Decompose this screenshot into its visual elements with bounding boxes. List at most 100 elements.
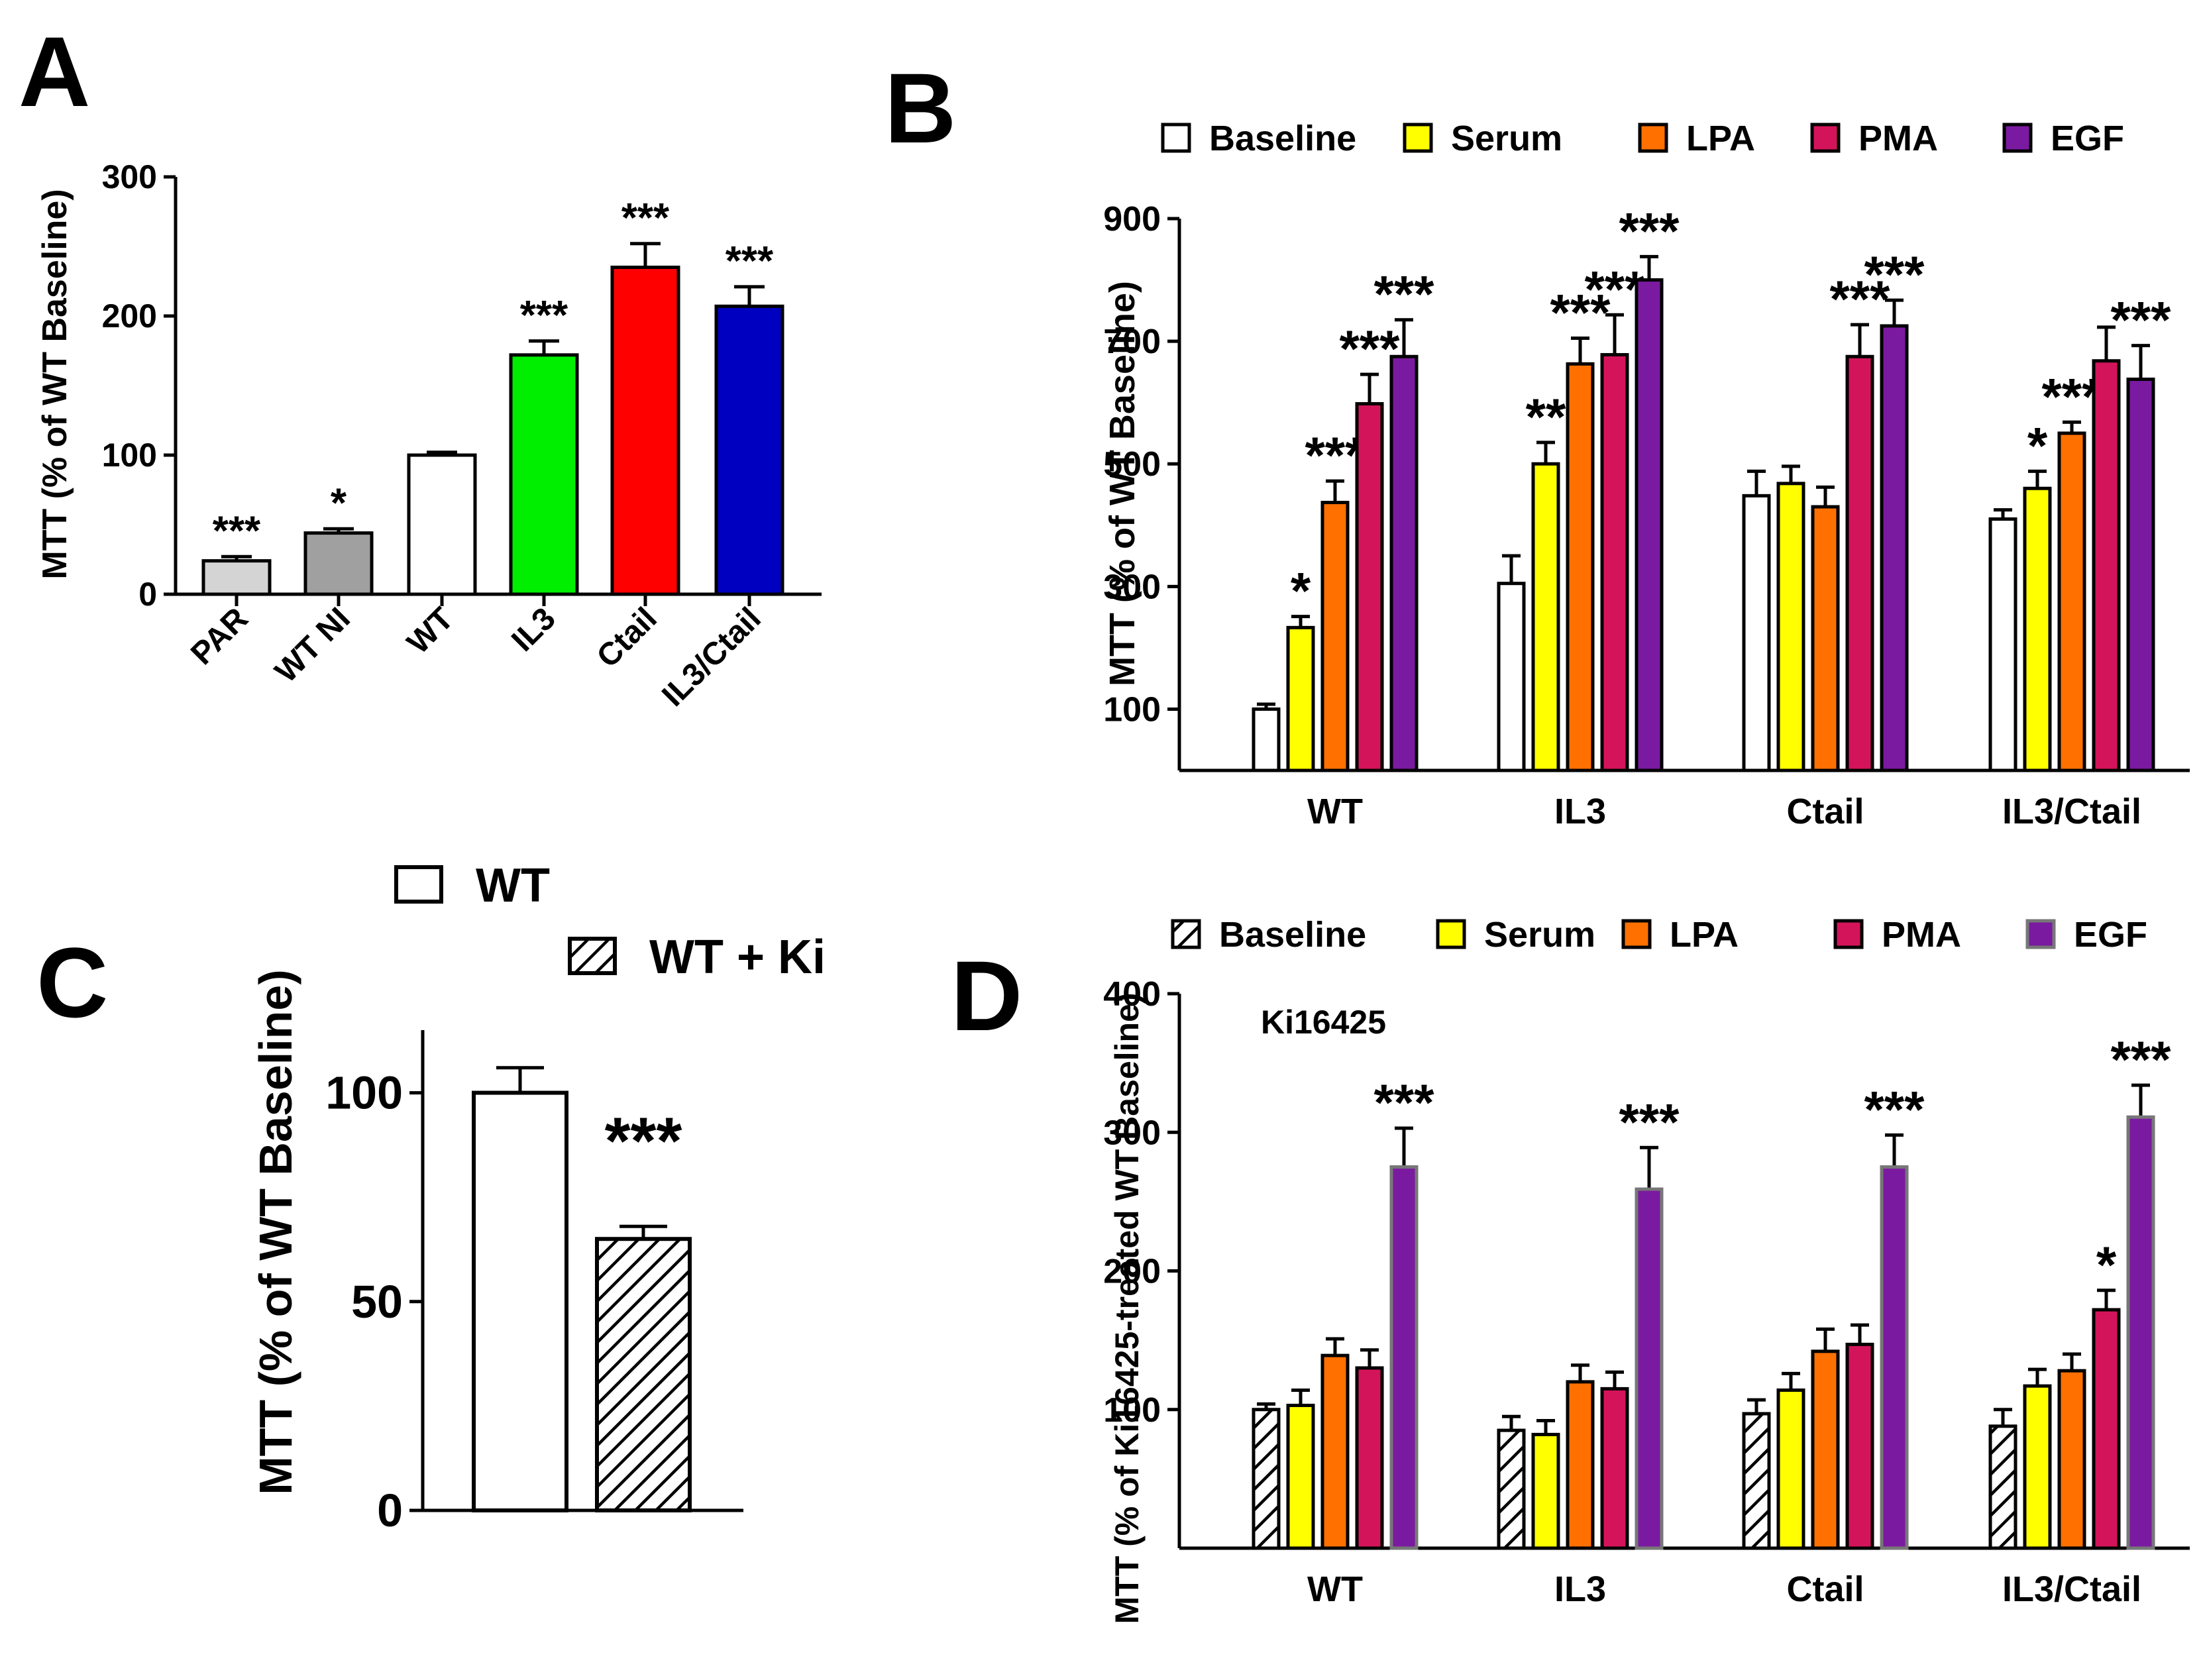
panel-d-bar bbox=[1389, 1165, 1419, 1550]
panel-d-bar bbox=[1355, 1366, 1384, 1550]
panel-b-bar bbox=[2126, 377, 2155, 772]
panel-c-legend-swatch bbox=[568, 937, 617, 975]
panel-a-significance: *** bbox=[213, 508, 261, 554]
panel-d-legend-swatch bbox=[1171, 919, 1201, 949]
panel-b-bar bbox=[1880, 324, 1909, 772]
panel-d-significance: *** bbox=[1864, 1080, 1925, 1138]
panel-a-bar bbox=[201, 559, 272, 596]
panel-d-chart: MTT (% of Ki16425-treated WT Baseline) K… bbox=[1103, 915, 2190, 1624]
panel-b-x-tick-label: Ctail bbox=[1786, 792, 1864, 831]
panel-a-y-axis-label: MTT (% of WT Baseline) bbox=[36, 189, 74, 579]
panel-d-legend-label: PMA bbox=[1882, 915, 1961, 955]
panel-a-y-tick-label: 100 bbox=[102, 437, 157, 474]
panel-c-y-tick-label: 100 bbox=[325, 1067, 403, 1119]
panel-d-legend-swatch bbox=[1833, 919, 1864, 949]
panel-b-y-tick-label: 300 bbox=[1103, 568, 1161, 606]
panel-b-bar bbox=[1635, 278, 1664, 772]
panel-b-legend-label: PMA bbox=[1858, 119, 1938, 158]
panel-d-bar bbox=[1497, 1428, 1526, 1550]
panel-b-legend-label: Baseline bbox=[1209, 119, 1356, 158]
panel-d-significance: *** bbox=[1373, 1073, 1434, 1131]
panel-d-x-tick-label: Ctail bbox=[1786, 1569, 1864, 1609]
panel-a-chart: MTT (% of WT Baseline) 0 100 200 300 *** PAR *… bbox=[36, 158, 822, 713]
panel-d-bar bbox=[1252, 1408, 1281, 1550]
panel-b-legend-label: LPA bbox=[1686, 119, 1755, 158]
panel-b-x-tick-label: IL3/Ctail bbox=[2002, 792, 2141, 831]
panel-b-y-tick-label: 100 bbox=[1103, 690, 1161, 729]
panel-b-legend-swatch bbox=[2002, 123, 2033, 153]
panel-d-bar bbox=[1600, 1387, 1629, 1550]
panel-b-bar bbox=[2023, 486, 2052, 772]
panel-c-y-tick-label: 50 bbox=[351, 1276, 403, 1328]
panel-c-y-tick-label: 0 bbox=[377, 1485, 403, 1536]
panel-b-significance: * bbox=[2027, 416, 2048, 474]
panel-b-bar bbox=[1497, 582, 1526, 772]
panel-a-y-tick-label: 300 bbox=[102, 158, 157, 195]
panel-d-annotation: Ki16425 bbox=[1261, 1004, 1386, 1041]
panel-c-bar bbox=[472, 1090, 568, 1512]
panel-b-significance: *** bbox=[1829, 270, 1890, 328]
panel-b-bar bbox=[1600, 352, 1629, 772]
panel-c-legend-label: WT bbox=[476, 859, 550, 912]
panel-a-bar bbox=[610, 266, 680, 596]
panel-b-bar bbox=[1252, 707, 1281, 772]
panel-label-b: B bbox=[885, 52, 956, 164]
panel-a-significance: *** bbox=[520, 293, 568, 339]
panel-label-d: D bbox=[951, 940, 1022, 1051]
panel-d-bar bbox=[1566, 1380, 1595, 1550]
panel-d-significance: * bbox=[2096, 1235, 2117, 1294]
panel-b-bar bbox=[1845, 354, 1874, 772]
panel-d-bar bbox=[1635, 1187, 1664, 1550]
panel-b-chart: MTT (% of WT Baseline) 100300500700900**… bbox=[1102, 119, 2190, 831]
panel-b-bar bbox=[1566, 362, 1595, 772]
panel-b-bar bbox=[1742, 494, 1771, 772]
panel-a-x-tick-label: WT bbox=[401, 601, 460, 660]
panel-d-bar bbox=[1531, 1432, 1560, 1550]
panel-a-y-tick-label: 200 bbox=[102, 297, 157, 335]
panel-d-bar bbox=[1776, 1388, 1805, 1550]
panel-d-bar bbox=[1742, 1412, 1771, 1550]
panel-a-bar bbox=[303, 531, 374, 596]
panel-a-x-tick-label: Ctail bbox=[590, 601, 664, 674]
panel-c-legend-label: WT + Ki bbox=[649, 931, 826, 984]
panel-d-legend-label: Serum bbox=[1484, 915, 1595, 955]
panel-d-bar bbox=[2126, 1115, 2155, 1550]
panel-label-c: C bbox=[36, 927, 108, 1038]
panel-d-bar bbox=[2057, 1369, 2086, 1550]
panel-d-bar bbox=[1880, 1165, 1909, 1550]
panel-c-legend-swatch bbox=[394, 865, 443, 904]
panel-d-x-tick-label: IL3 bbox=[1554, 1569, 1606, 1609]
panel-b-bar bbox=[1531, 462, 1560, 772]
panel-a-x-tick-label: WT NI bbox=[268, 601, 357, 690]
panel-d-significance: *** bbox=[1619, 1092, 1680, 1151]
panel-a-significance: *** bbox=[725, 238, 774, 284]
panel-d-y-tick-label: 100 bbox=[1103, 1391, 1161, 1430]
panel-b-significance: *** bbox=[1619, 201, 1680, 260]
panel-a-bar bbox=[407, 453, 477, 596]
panel-b-significance: * bbox=[1291, 562, 1311, 620]
panel-a-x-tick-label: PAR bbox=[184, 601, 255, 672]
panel-b-x-tick-label: IL3 bbox=[1554, 792, 1606, 831]
panel-d-x-tick-label: WT bbox=[1307, 1569, 1363, 1609]
panel-a-x-tick-label: IL3 bbox=[505, 601, 563, 658]
panel-d-legend-label: LPA bbox=[1670, 915, 1739, 955]
panel-d-y-tick-label: 400 bbox=[1103, 975, 1161, 1014]
panel-b-legend-label: Serum bbox=[1451, 119, 1562, 158]
panel-b-bar bbox=[1355, 402, 1384, 772]
panel-b-y-tick-label: 700 bbox=[1103, 323, 1161, 361]
panel-c-chart: MTT (% of WT Baseline) 0 50 100 *** WT WT + K… bbox=[250, 859, 826, 1536]
panel-d-y-tick-label: 200 bbox=[1103, 1253, 1161, 1291]
panel-d-legend-swatch bbox=[2025, 919, 2056, 949]
panel-d-bar bbox=[2092, 1308, 2121, 1550]
panel-b-bar bbox=[1389, 354, 1419, 772]
panel-b-bar bbox=[1286, 625, 1315, 772]
panel-b-x-tick-label: WT bbox=[1307, 792, 1363, 831]
panel-d-x-tick-label: IL3/Ctail bbox=[2002, 1569, 2141, 1609]
panel-b-significance: *** bbox=[1373, 265, 1434, 323]
panel-b-bar bbox=[2092, 359, 2121, 772]
panel-d-legend-swatch bbox=[1621, 919, 1652, 949]
panel-b-bar bbox=[2057, 431, 2086, 772]
panel-d-legend-swatch bbox=[1436, 919, 1466, 949]
panel-b-legend-swatch bbox=[1161, 123, 1191, 153]
